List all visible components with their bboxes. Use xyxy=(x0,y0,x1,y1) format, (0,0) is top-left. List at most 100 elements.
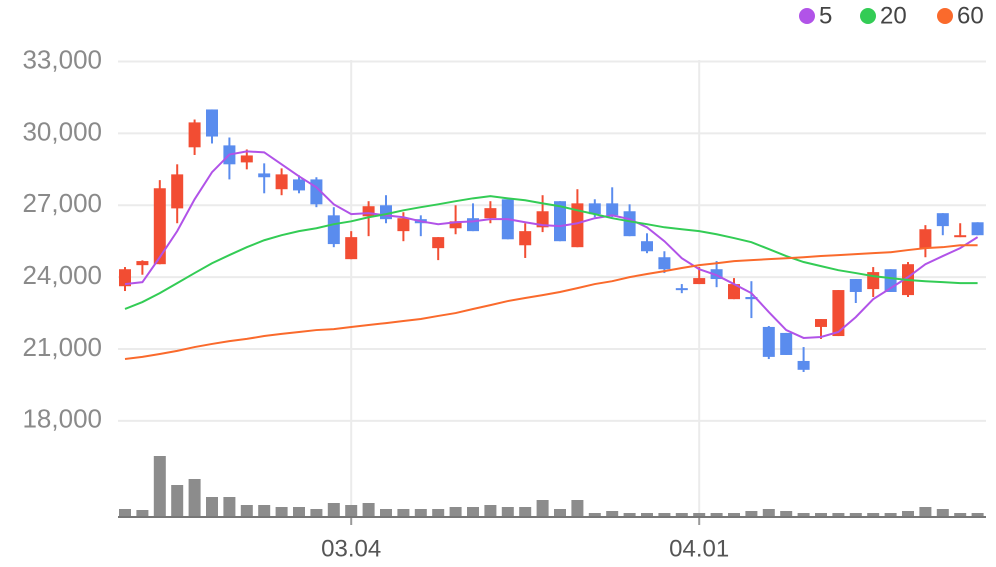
candle-body xyxy=(519,231,532,246)
y-tick-label: 21,000 xyxy=(22,332,102,362)
volume-bar xyxy=(606,511,619,517)
volume-bar xyxy=(936,509,949,517)
legend-dot xyxy=(937,8,953,24)
candle-body xyxy=(275,174,288,190)
candle-body xyxy=(641,241,653,252)
volume-bar xyxy=(780,511,793,517)
volume-bar xyxy=(536,500,549,517)
candle-body xyxy=(188,122,201,148)
volume-bar xyxy=(484,505,497,517)
volume-bar xyxy=(171,485,184,517)
candle-body xyxy=(849,279,862,292)
volume-bar xyxy=(310,509,323,517)
y-tick-label: 33,000 xyxy=(22,44,102,74)
candle-body xyxy=(536,211,549,228)
candle-body xyxy=(554,201,566,242)
candle-body xyxy=(571,203,584,248)
volume-bar xyxy=(954,513,967,517)
volume-bar xyxy=(119,509,131,517)
volume-bar xyxy=(797,513,810,517)
volume-bar xyxy=(971,513,984,517)
candle-body xyxy=(153,188,166,265)
volume-bar xyxy=(362,503,375,517)
volume-bar xyxy=(849,513,862,517)
candle-body xyxy=(327,215,340,245)
candle-body xyxy=(171,174,184,209)
candle-body xyxy=(954,235,967,238)
candle-body xyxy=(832,290,845,337)
legend-label: 60 xyxy=(957,2,984,29)
volume-bar xyxy=(327,503,340,517)
candle-body xyxy=(815,319,827,327)
candle-body xyxy=(588,203,601,215)
volume-bar xyxy=(919,507,932,517)
legend-dot xyxy=(860,8,876,24)
volume-bar xyxy=(658,513,671,517)
volume-bar xyxy=(867,513,880,517)
volume-bar xyxy=(153,456,166,517)
volume-bar xyxy=(675,513,688,517)
volume-bar xyxy=(832,513,845,517)
candle-body xyxy=(919,229,932,249)
volume-bar xyxy=(693,513,706,517)
volume-bar xyxy=(623,513,636,517)
volume-bar xyxy=(188,479,201,517)
volume-bar xyxy=(414,509,427,517)
candle-body xyxy=(206,109,218,137)
candle-body xyxy=(623,211,636,237)
ma-line xyxy=(124,244,978,361)
candle-body xyxy=(136,261,149,266)
y-tick-label: 24,000 xyxy=(22,260,102,290)
volume-bar xyxy=(275,507,288,517)
volume-bar xyxy=(206,497,218,517)
candle-body xyxy=(397,218,410,232)
candle-body xyxy=(484,208,497,219)
volume-bar xyxy=(240,505,253,517)
candle-body xyxy=(745,297,758,300)
volume-bar xyxy=(345,505,358,517)
volume-bar xyxy=(902,511,914,517)
volume-bar xyxy=(136,510,149,517)
candle-body xyxy=(675,288,688,291)
legend-dot xyxy=(799,8,815,24)
candle-body xyxy=(345,237,358,260)
volume-bar xyxy=(432,509,445,517)
volume-bar xyxy=(501,507,514,517)
volume-bar xyxy=(223,497,236,517)
volume-bar xyxy=(519,507,532,517)
candle-body xyxy=(119,269,131,287)
volume-bar xyxy=(588,513,601,517)
volume-bar xyxy=(293,507,305,517)
volume-bar xyxy=(728,513,740,517)
candle-body xyxy=(362,206,375,217)
y-tick-label: 30,000 xyxy=(22,116,102,146)
volume-bar xyxy=(762,509,775,517)
volume-bar xyxy=(397,509,410,517)
volume-bar xyxy=(641,513,653,517)
candle-body xyxy=(293,179,305,191)
volume-bar xyxy=(884,513,897,517)
candle-body xyxy=(693,278,706,285)
volume-bar xyxy=(554,509,566,517)
volume-bar xyxy=(745,511,758,517)
candle-body xyxy=(240,155,253,163)
volume-bar xyxy=(571,500,584,517)
candle-body xyxy=(449,221,462,229)
candle-body xyxy=(728,284,740,300)
x-tick-label: 03.04 xyxy=(321,535,381,562)
legend-label: 5 xyxy=(819,2,832,29)
volume-bar xyxy=(258,505,271,517)
candle-body xyxy=(971,222,984,236)
legend-label: 20 xyxy=(880,2,907,29)
candle-body xyxy=(710,269,723,280)
x-tick-label: 04.01 xyxy=(669,535,729,562)
volume-bar xyxy=(710,513,723,517)
volume-bar xyxy=(449,507,462,517)
candle-body xyxy=(762,326,775,357)
candle-body xyxy=(797,360,810,370)
candle-body xyxy=(936,213,949,227)
volume-bar xyxy=(380,509,392,517)
y-tick-label: 27,000 xyxy=(22,188,102,218)
